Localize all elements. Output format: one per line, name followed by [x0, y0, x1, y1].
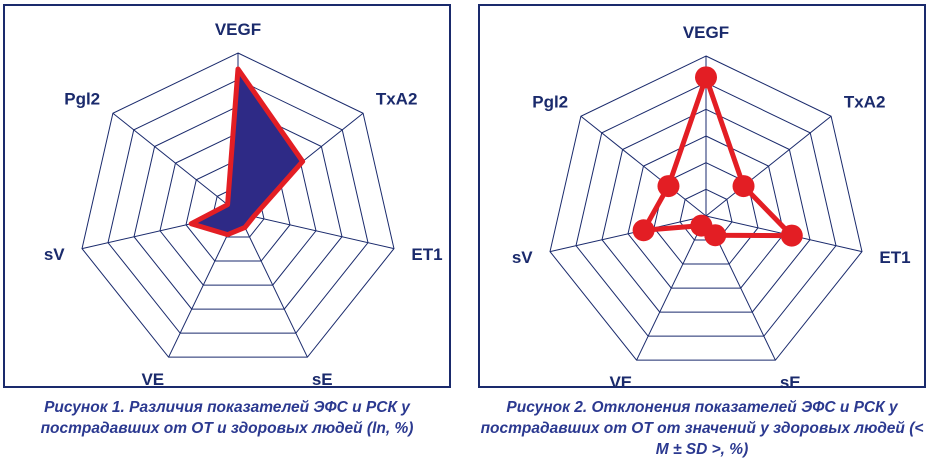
grid-ring-5 — [575, 82, 837, 337]
data-point-et1 — [780, 224, 803, 247]
data-point-vegf — [695, 66, 717, 89]
axis-label-pgl2: Pgl2 — [64, 89, 100, 108]
grid-ring-5 — [107, 79, 369, 334]
axis-label-txa2: TxA2 — [844, 92, 886, 111]
axis-label-vegf: VEGF — [683, 23, 729, 42]
axis-spoke-ve — [168, 212, 239, 358]
axis-spoke-ve — [636, 215, 707, 361]
axis-label-sv: sV — [44, 245, 65, 264]
series-line — [641, 74, 795, 239]
grid-ring-4 — [133, 105, 343, 310]
data-point-ve — [690, 214, 713, 237]
axis-label-vegf: VEGF — [215, 20, 261, 39]
axis-spoke-txa2 — [705, 115, 832, 217]
grid-ring-6 — [549, 55, 863, 361]
axis-spoke-pgl2 — [580, 115, 707, 217]
chart-panel-1: VEGF TxA2 ET1 sE VE sV Pgl2 — [3, 4, 451, 388]
axis-label-se: sE — [312, 370, 333, 386]
axis-label-et1: ET1 — [879, 248, 910, 267]
grid-ring-4 — [601, 108, 811, 313]
grid-ring-3 — [159, 132, 317, 286]
grid-ring-3 — [627, 135, 785, 289]
data-point-sv — [632, 219, 655, 242]
axis-spoke-et1 — [237, 212, 395, 250]
axis-label-et1: ET1 — [411, 245, 442, 264]
figure-1-caption: Рисунок 1. Различия показателей ЭФС и РС… — [40, 399, 414, 437]
axis-spoke-se — [237, 212, 308, 358]
radar-chart-2: VEGF TxA2 ET1 sE VE sV Pgl2 — [512, 23, 911, 386]
axis-label-ve: VE — [141, 370, 164, 386]
grid-ring-6 — [81, 52, 395, 358]
axis-label-txa2: TxA2 — [376, 89, 418, 108]
series-area — [188, 66, 306, 238]
radar-chart-1: VEGF TxA2 ET1 sE VE sV Pgl2 — [44, 20, 443, 386]
axis-spoke-sv — [549, 215, 707, 253]
data-point-pgl2 — [657, 175, 680, 198]
axis-spoke-pgl2 — [112, 112, 239, 214]
axis-label-sv: sV — [512, 248, 533, 267]
chart-panel-2: VEGF TxA2 ET1 sE VE sV Pgl2 — [478, 4, 926, 388]
figure-2-caption: Рисунок 2. Отклонения показателей ЭФС и … — [480, 399, 924, 458]
data-point-txa2 — [732, 175, 755, 198]
axis-label-pgl2: Pgl2 — [532, 92, 568, 111]
radar-grid — [549, 55, 863, 361]
axis-label-se: sE — [780, 373, 801, 386]
axis-label-ve: VE — [609, 373, 632, 386]
